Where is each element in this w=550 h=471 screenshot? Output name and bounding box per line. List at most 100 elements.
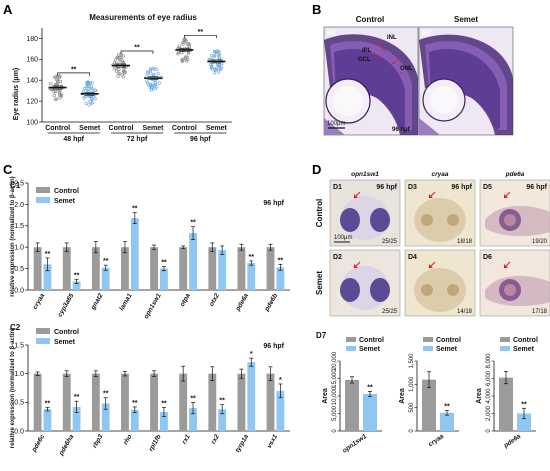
panel-a-data-point (217, 67, 221, 71)
panelC1-bar (276, 267, 285, 290)
red-arrow-head-icon (354, 194, 358, 198)
panel-a-data-point (152, 73, 156, 77)
panelC2-bar (179, 373, 188, 431)
panel-a-data-point (210, 53, 214, 58)
panel-a-data-point (88, 81, 92, 85)
panelC1-bar (208, 247, 217, 290)
panelC1-bar (101, 267, 110, 290)
panelC1-bar (130, 218, 139, 290)
panelC2-sig-label: ** (132, 400, 138, 407)
panel-d7-legend-swatch (423, 346, 433, 351)
panelC2-legend-label: Semet (54, 339, 76, 346)
panel-letter-b: B (312, 2, 321, 17)
panel-a-data-point (85, 84, 89, 88)
panel-a-data-point (90, 81, 94, 85)
panel-d7-y-tick-label: 6,000 (486, 370, 492, 386)
embryo-photo-d3: D3 96 hpf 18/18 (404, 179, 476, 247)
histology-control-image (323, 26, 419, 136)
panel-c1-chart: 0.0 0.5 1.0 1.5 2.0 2.5 ** cryaa ** cyp3a65 ** gnat… (10, 176, 290, 320)
panel-a-data-point (184, 39, 188, 43)
panel-a-data-point (152, 83, 156, 87)
panelC2-category-label: rbp3 (91, 433, 104, 449)
lens-area (504, 214, 516, 226)
panelC2-bar (91, 373, 100, 431)
panel-a-data-point (89, 86, 94, 90)
panel-d7-y-tick-label: 5,000 (332, 405, 338, 421)
panelC2-sig-label: ** (45, 400, 51, 407)
panel-a-data-point (53, 75, 57, 80)
panel-d7-y-tick-label: 10,000 (332, 386, 338, 405)
panelC1-category-label: gnat2 (89, 292, 104, 312)
panel-c1-label: C1 (10, 181, 21, 190)
panel-a-stage-label: 48 hpf (63, 136, 84, 143)
panel-a-data-point (57, 76, 61, 80)
red-arrow-head-icon (504, 194, 508, 198)
panel-a-data-point (86, 86, 90, 90)
panel-a-data-point (185, 55, 189, 59)
panelC1-category-label: otpa (179, 292, 192, 308)
panelC1-bar (160, 268, 168, 290)
panelC2-sig-label: ** (219, 398, 225, 405)
photo-id-label: D1 (333, 184, 342, 191)
photo-id-label: D6 (483, 254, 492, 261)
panelC2-bar (266, 373, 275, 431)
panel-a-data-point (117, 53, 121, 57)
panelC2-y-tick-label: 1.0 (14, 371, 24, 378)
panelC1-y-tick-label: 2.0 (14, 202, 24, 209)
photo-count-label: 19/20 (532, 239, 548, 245)
panel-a-data-point (217, 63, 221, 67)
panelC2-bar (247, 362, 256, 431)
panelC2-bar (160, 412, 168, 431)
panel-d7-category-label: opn1sw1 (341, 433, 368, 455)
panelC1-bar (150, 247, 158, 290)
panel-a-sig-label: ** (198, 29, 204, 36)
panelC2-category-label: pde6ha (57, 433, 75, 457)
panel-a-data-point (52, 89, 56, 94)
panel-letter-c: C (3, 162, 13, 177)
panel-c2-label: C2 (10, 323, 21, 332)
panelC2-bar (43, 409, 52, 431)
panel-a-data-point (119, 55, 123, 59)
panel-a-data-point (186, 43, 190, 47)
panel-a-data-point (114, 61, 119, 66)
lens-stain-right (447, 214, 459, 226)
panel-a-y-tick-label: 120 (26, 99, 38, 106)
panel-a-data-point (116, 74, 120, 78)
photo-count-label: 25/25 (382, 309, 398, 315)
photo-stage-label: 96 hpf (526, 184, 547, 191)
panelC1-bar (247, 263, 256, 290)
panel-a-data-point (122, 69, 126, 74)
panel-d7-y-tick-label: 1,000 (409, 376, 415, 392)
panelC1-y-tick-label: 1.5 (14, 223, 24, 230)
photo-id-label: D2 (333, 254, 342, 261)
panel-d7-category-label: pde6a (502, 433, 523, 450)
panel-d7-y-axis-label: Area (399, 388, 406, 404)
panelC2-y-tick-label: 0.0 (14, 428, 24, 435)
panel-a-data-point (56, 79, 60, 83)
panel-d7-label: D7 (316, 331, 327, 340)
embryo-photo-d4: D4 14/18 (404, 249, 476, 317)
panelC1-category-label: cyp3a65 (57, 292, 76, 318)
panel-a-y-tick-label: 160 (26, 57, 38, 64)
panel-d7-y-tick-label: 1,500 (409, 353, 415, 369)
panel-a-group-label: Control (172, 125, 197, 132)
panelC1-stage-label: 96 hpf (263, 200, 284, 207)
annotation-gcl: GCL (358, 57, 371, 63)
panel-a-data-point (114, 66, 118, 70)
panelC2-sig-label: * (279, 377, 282, 384)
panelC1-sig-label: ** (278, 257, 284, 264)
embryo-head-shape (414, 268, 466, 312)
panelC1-sig-label: ** (45, 251, 51, 258)
panel-a-group-label: Semet (206, 125, 228, 132)
panel-letter-d: D (312, 162, 321, 177)
panelC2-sig-label: ** (74, 394, 80, 401)
panel-a-data-point (216, 70, 221, 74)
panelC2-category-label: rx1 (181, 433, 192, 445)
panel-a-data-point (54, 97, 59, 101)
panel-a-data-point (218, 68, 223, 72)
annotation-ipl: IPL (362, 48, 372, 54)
panelC1-category-label: pde6a (234, 292, 250, 313)
panel-a-data-point (90, 101, 94, 105)
panel-a-data-point (186, 51, 191, 55)
